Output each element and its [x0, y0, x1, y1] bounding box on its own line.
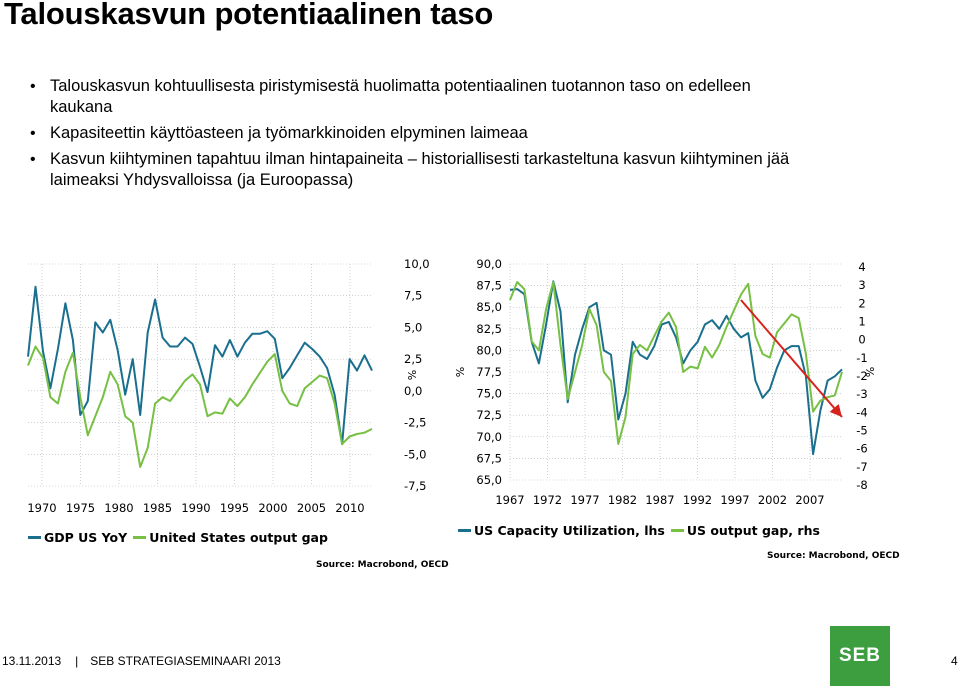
y-tick-label: -7,5	[404, 479, 426, 493]
y-tick-label-left: 70,0	[476, 430, 502, 444]
y-tick-label: 10,0	[404, 257, 430, 271]
bullet-item: Talouskasvun kohtuullisesta piristymises…	[30, 76, 796, 118]
legend-item-output-gap: US output gap, rhs	[670, 523, 820, 538]
legend-item-output-gap: United States output gap	[133, 530, 328, 545]
y-tick-label-left: 77,5	[476, 365, 502, 379]
y-tick-label-left: 67,5	[476, 451, 502, 465]
legend-label: US Capacity Utilization, lhs	[474, 523, 665, 538]
x-tick-label: 1995	[220, 501, 249, 515]
x-tick-label: 2002	[758, 493, 787, 507]
page-number: 4	[951, 654, 958, 668]
legend-swatch	[670, 529, 684, 532]
x-tick-label: 1992	[683, 493, 712, 507]
y-tick-label-right: 2	[858, 296, 865, 310]
y-tick-label: 2,5	[404, 352, 422, 366]
x-tick-label: 1977	[570, 493, 599, 507]
x-tick-label: 1997	[720, 493, 749, 507]
y-tick-label-right: -1	[856, 351, 867, 365]
bullet-item: Kapasiteettin käyttöasteen ja työmarkkin…	[30, 123, 796, 144]
legend-item-gdp: GDP US YoY	[28, 530, 127, 545]
seb-logo: SEB	[830, 626, 890, 686]
x-tick-label: 2007	[795, 493, 824, 507]
y-tick-label-right: -4	[856, 405, 867, 419]
y-tick-label-right: 1	[858, 315, 865, 329]
y-axis-label-right: %	[864, 367, 877, 377]
y-tick-label-left: 82,5	[476, 322, 502, 336]
capacity-utilization-chart: 90,0 87,5 85,0 82,5 80,0 77,5 75,0 72,5 70,0 67,5…	[454, 257, 877, 507]
y-tick-label-right: -7	[856, 460, 867, 474]
y-tick-label-left: 85,0	[476, 300, 502, 314]
y-axis-label: %	[406, 370, 419, 380]
legend-label: United States output gap	[149, 530, 328, 545]
x-tick-label: 2005	[297, 501, 326, 515]
y-tick-label-right: 3	[858, 278, 865, 292]
y-tick-label-right: -6	[856, 442, 867, 456]
chart2-legend: US Capacity Utilization, lhs US output g…	[458, 523, 826, 538]
series-line	[27, 285, 373, 446]
chart1-legend: GDP US YoY United States output gap	[28, 530, 334, 545]
legend-swatch	[28, 536, 41, 539]
y-tick-label-right: -2	[856, 369, 867, 383]
y-tick-label: -5,0	[404, 447, 426, 461]
gdp-output-gap-chart: 10,0 7,5 5,0 2,5 0,0 -2,5 -5,0 -7,5 1970 1975 1980…	[27, 257, 430, 515]
y-tick-label: 7,5	[404, 289, 422, 303]
legend-label: GDP US YoY	[44, 530, 128, 545]
chart1-source: Source: Macrobond, OECD	[316, 560, 449, 570]
x-tick-label: 1980	[104, 501, 133, 515]
x-tick-label: 1982	[608, 493, 637, 507]
footer-event: SEB STRATEGIASEMINAARI 2013	[90, 654, 281, 668]
legend-swatch	[458, 529, 471, 532]
y-tick-label-left: 75,0	[476, 387, 502, 401]
series-line	[509, 280, 843, 456]
y-tick-label-left: 80,0	[476, 343, 502, 357]
x-tick-label: 1970	[27, 501, 56, 515]
y-tick-label-right: 4	[858, 260, 865, 274]
series-line	[27, 345, 373, 468]
trend-arrow	[740, 299, 843, 418]
page-title: Talouskasvun potentiaalinen taso	[4, 0, 494, 31]
legend-swatch	[133, 536, 147, 539]
y-tick-label-left: 65,0	[476, 473, 502, 487]
x-tick-label: 2010	[335, 501, 364, 515]
footer-separator: |	[75, 654, 79, 668]
x-tick-label: 1987	[645, 493, 674, 507]
bullet-item: Kasvun kiihtyminen tapahtuu ilman hintap…	[30, 149, 796, 191]
y-tick-label-left: 90,0	[476, 257, 502, 271]
y-tick-label: -2,5	[404, 416, 426, 430]
y-tick-label-right: -3	[856, 387, 867, 401]
footer-date: 13.11.2013	[2, 654, 62, 668]
y-tick-label: 5,0	[404, 320, 422, 334]
y-tick-label-right: -5	[856, 424, 867, 438]
y-tick-label-right: 0	[858, 333, 865, 347]
y-tick-label-right: -8	[856, 478, 867, 492]
legend-label: US output gap, rhs	[686, 523, 820, 538]
chart2-source: Source: Macrobond, OECD	[767, 551, 900, 561]
bullet-list: Talouskasvun kohtuullisesta piristymises…	[30, 76, 796, 196]
legend-item-capacity: US Capacity Utilization, lhs	[458, 523, 665, 538]
x-tick-label: 1972	[533, 493, 562, 507]
x-tick-label: 1985	[143, 501, 172, 515]
y-tick-label-left: 72,5	[476, 408, 502, 422]
y-tick-label-left: 87,5	[476, 279, 502, 293]
y-axis-label-left: %	[454, 367, 467, 377]
x-tick-label: 1975	[66, 501, 95, 515]
x-tick-label: 1967	[495, 493, 524, 507]
footer: 13.11.2013 | SEB STRATEGIASEMINAARI 2013	[2, 654, 281, 668]
x-tick-label: 2000	[258, 501, 287, 515]
series-line	[509, 281, 843, 445]
x-tick-label: 1990	[181, 501, 210, 515]
y-tick-label: 0,0	[404, 384, 422, 398]
